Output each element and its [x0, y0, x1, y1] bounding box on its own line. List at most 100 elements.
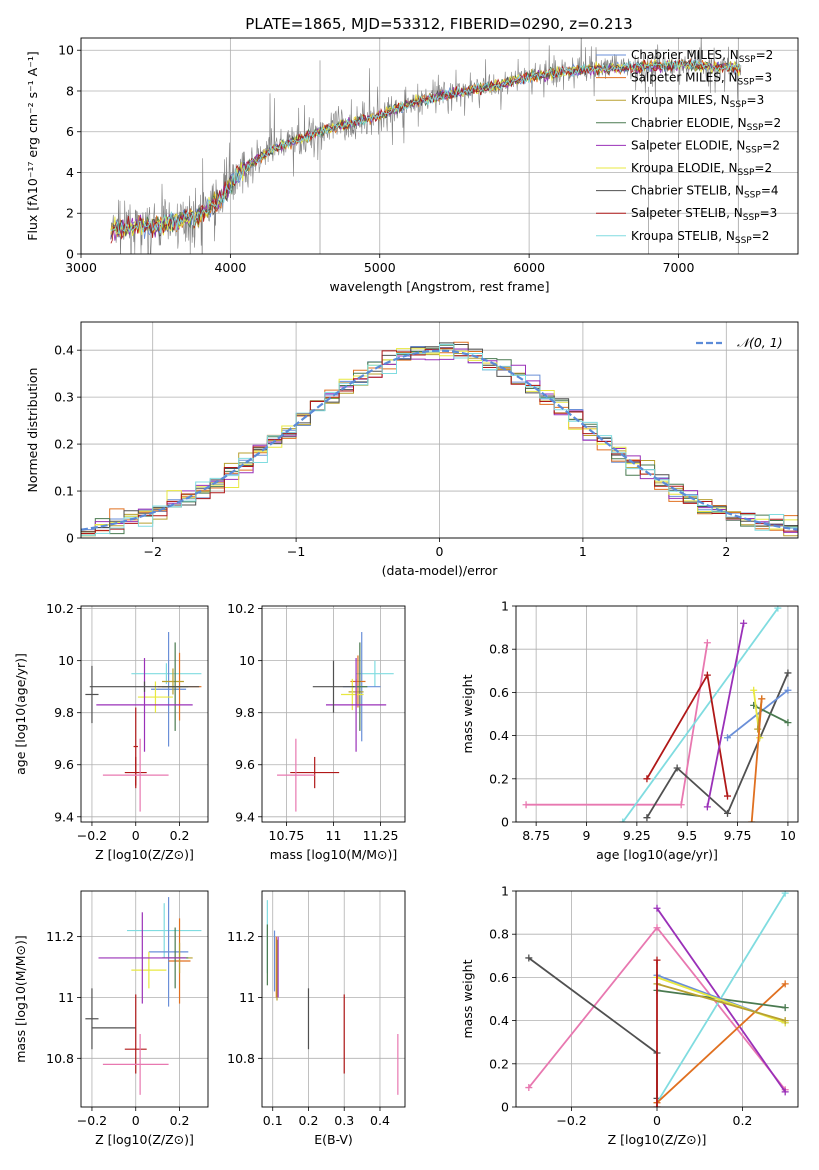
chart-age-vs-mass: 10.75 11 11.25 9.4 9.6 9.8 10 10.2 mass [log10(M…	[227, 601, 406, 862]
weight-marker	[724, 734, 731, 742]
legend-label: 𝒩(0, 1)	[737, 335, 783, 350]
y-tick-label: 10	[58, 653, 74, 668]
legend-label: Salpeter STELIB, NSSP=3	[631, 206, 777, 223]
y-tick-label: 0.8	[489, 927, 509, 942]
weight-marker	[784, 719, 792, 727]
x-tick-label: 0.2	[170, 828, 190, 843]
x-tick-label: 0.3	[334, 1113, 354, 1128]
y-tick-label: 10	[239, 653, 255, 668]
x-tick-label: −1	[287, 544, 305, 559]
x-tick-label: 0.2	[733, 1113, 753, 1128]
weight-line	[528, 957, 658, 1099]
x-tick-label: 3000	[65, 260, 97, 275]
x-tick-label: −0.2	[77, 1113, 107, 1128]
legend-label: Chabrier ELODIE, NSSP=2	[631, 116, 781, 133]
y-axis-label: mass [log10(M/M⊙)]	[13, 935, 28, 1063]
y-tick-label: 0.3	[54, 390, 74, 405]
y-axis-label: Normed distribution	[25, 368, 40, 493]
x-tick-label: 4000	[214, 260, 246, 275]
weight-marker	[781, 891, 789, 897]
y-tick-label: 8	[66, 83, 74, 98]
x-tick-label: 8.75	[522, 828, 550, 843]
weight-marker	[781, 1004, 789, 1012]
x-tick-label: 0.2	[170, 1113, 190, 1128]
plot-area	[81, 341, 798, 537]
weight-marker	[781, 980, 789, 988]
x-tick-label: 9.25	[623, 828, 651, 843]
y-tick-label: 0	[501, 815, 509, 830]
plot-area	[277, 632, 394, 812]
chart-age-vs-Z: −0.2 0 0.2 9.4 9.6 9.8 10 10.2 Z [log10(Z/Z⊙)] ag…	[13, 601, 209, 862]
weight-marker	[756, 734, 764, 742]
y-tick-label: 0.1	[54, 484, 74, 499]
weight-marker	[781, 1088, 789, 1096]
x-tick-label: 11	[326, 828, 342, 843]
x-tick-label: −2	[143, 544, 161, 559]
residual-histogram	[81, 342, 798, 533]
weight-line	[656, 983, 786, 1104]
weight-marker	[677, 801, 685, 809]
y-tick-label: 0.6	[489, 685, 509, 700]
y-tick-label: 0	[66, 247, 74, 262]
weight-marker	[525, 1084, 533, 1092]
y-tick-label: 11.2	[227, 929, 255, 944]
x-tick-label: 0.2	[299, 1113, 319, 1128]
y-tick-label: 11.2	[46, 929, 74, 944]
plot-area	[110, 38, 742, 254]
x-tick-label: 0	[436, 544, 444, 559]
x-axis-label: wavelength [Angstrom, rest frame]	[329, 279, 549, 294]
plot-area	[522, 606, 792, 822]
weight-marker	[653, 904, 661, 912]
x-axis-label: Z [log10(Z/Z⊙)]	[95, 847, 194, 862]
weight-marker	[653, 956, 661, 964]
x-tick-label: 7000	[663, 260, 695, 275]
weight-marker	[619, 818, 627, 822]
weight-marker	[525, 954, 533, 962]
x-tick-label: 10	[780, 828, 796, 843]
axes-frame	[261, 890, 406, 1108]
residual-histogram	[81, 348, 798, 537]
weight-marker	[774, 606, 782, 612]
x-axis-label: mass [log10(M/M⊙)]	[270, 847, 398, 862]
y-tick-label: 10.2	[227, 601, 255, 616]
legend-label: Kroupa MILES, NSSP=3	[631, 93, 764, 110]
weight-marker	[522, 801, 530, 809]
weight-marker	[653, 924, 661, 932]
y-tick-label: 0.2	[489, 1056, 509, 1071]
weight-line	[753, 704, 789, 724]
y-tick-label: 2	[66, 206, 74, 221]
y-tick-label: 0.4	[54, 343, 74, 358]
y-tick-label: 6	[66, 124, 74, 139]
y-tick-label: 0	[501, 1100, 509, 1115]
weight-marker	[653, 1103, 661, 1107]
legend-label: Chabrier STELIB, NSSP=4	[631, 184, 779, 201]
x-axis-label: Z [log10(Z/Z⊙)]	[95, 1132, 194, 1147]
x-axis-label: age [log10(age/yr)]	[596, 847, 718, 862]
weight-marker	[724, 809, 731, 817]
x-tick-label: 1	[579, 544, 587, 559]
x-tick-label: 10.75	[269, 828, 305, 843]
y-tick-label: 10	[58, 43, 74, 58]
normal-curve	[81, 349, 798, 531]
y-tick-label: 11	[58, 990, 74, 1005]
y-axis-label: Flux [fλ10⁻¹⁷ erg cm⁻² s⁻¹ A⁻¹]	[25, 51, 40, 240]
weight-marker	[643, 775, 651, 783]
weight-marker	[673, 764, 681, 772]
x-tick-label: 0	[132, 1113, 140, 1128]
weight-line	[646, 672, 789, 819]
weight-line	[750, 698, 763, 822]
x-tick-label: 0	[132, 828, 140, 843]
x-tick-label: 0.4	[370, 1113, 390, 1128]
y-tick-label: 10.2	[46, 601, 74, 616]
y-tick-label: 9.6	[235, 757, 255, 772]
weight-line	[622, 607, 779, 822]
residual-histogram	[81, 348, 798, 537]
y-tick-label: 0.8	[489, 642, 509, 657]
x-tick-label: 5000	[364, 260, 396, 275]
weight-marker	[750, 686, 758, 694]
weight-marker	[740, 619, 748, 627]
chart-spectrum: 3000 4000 5000 6000 7000 0 2 4 6 8 10 wavelength [A…	[25, 37, 799, 294]
legend-label: Chabrier MILES, NSSP=2	[631, 48, 773, 65]
x-tick-label: −0.2	[556, 1113, 586, 1128]
x-tick-label: 6000	[513, 260, 545, 275]
